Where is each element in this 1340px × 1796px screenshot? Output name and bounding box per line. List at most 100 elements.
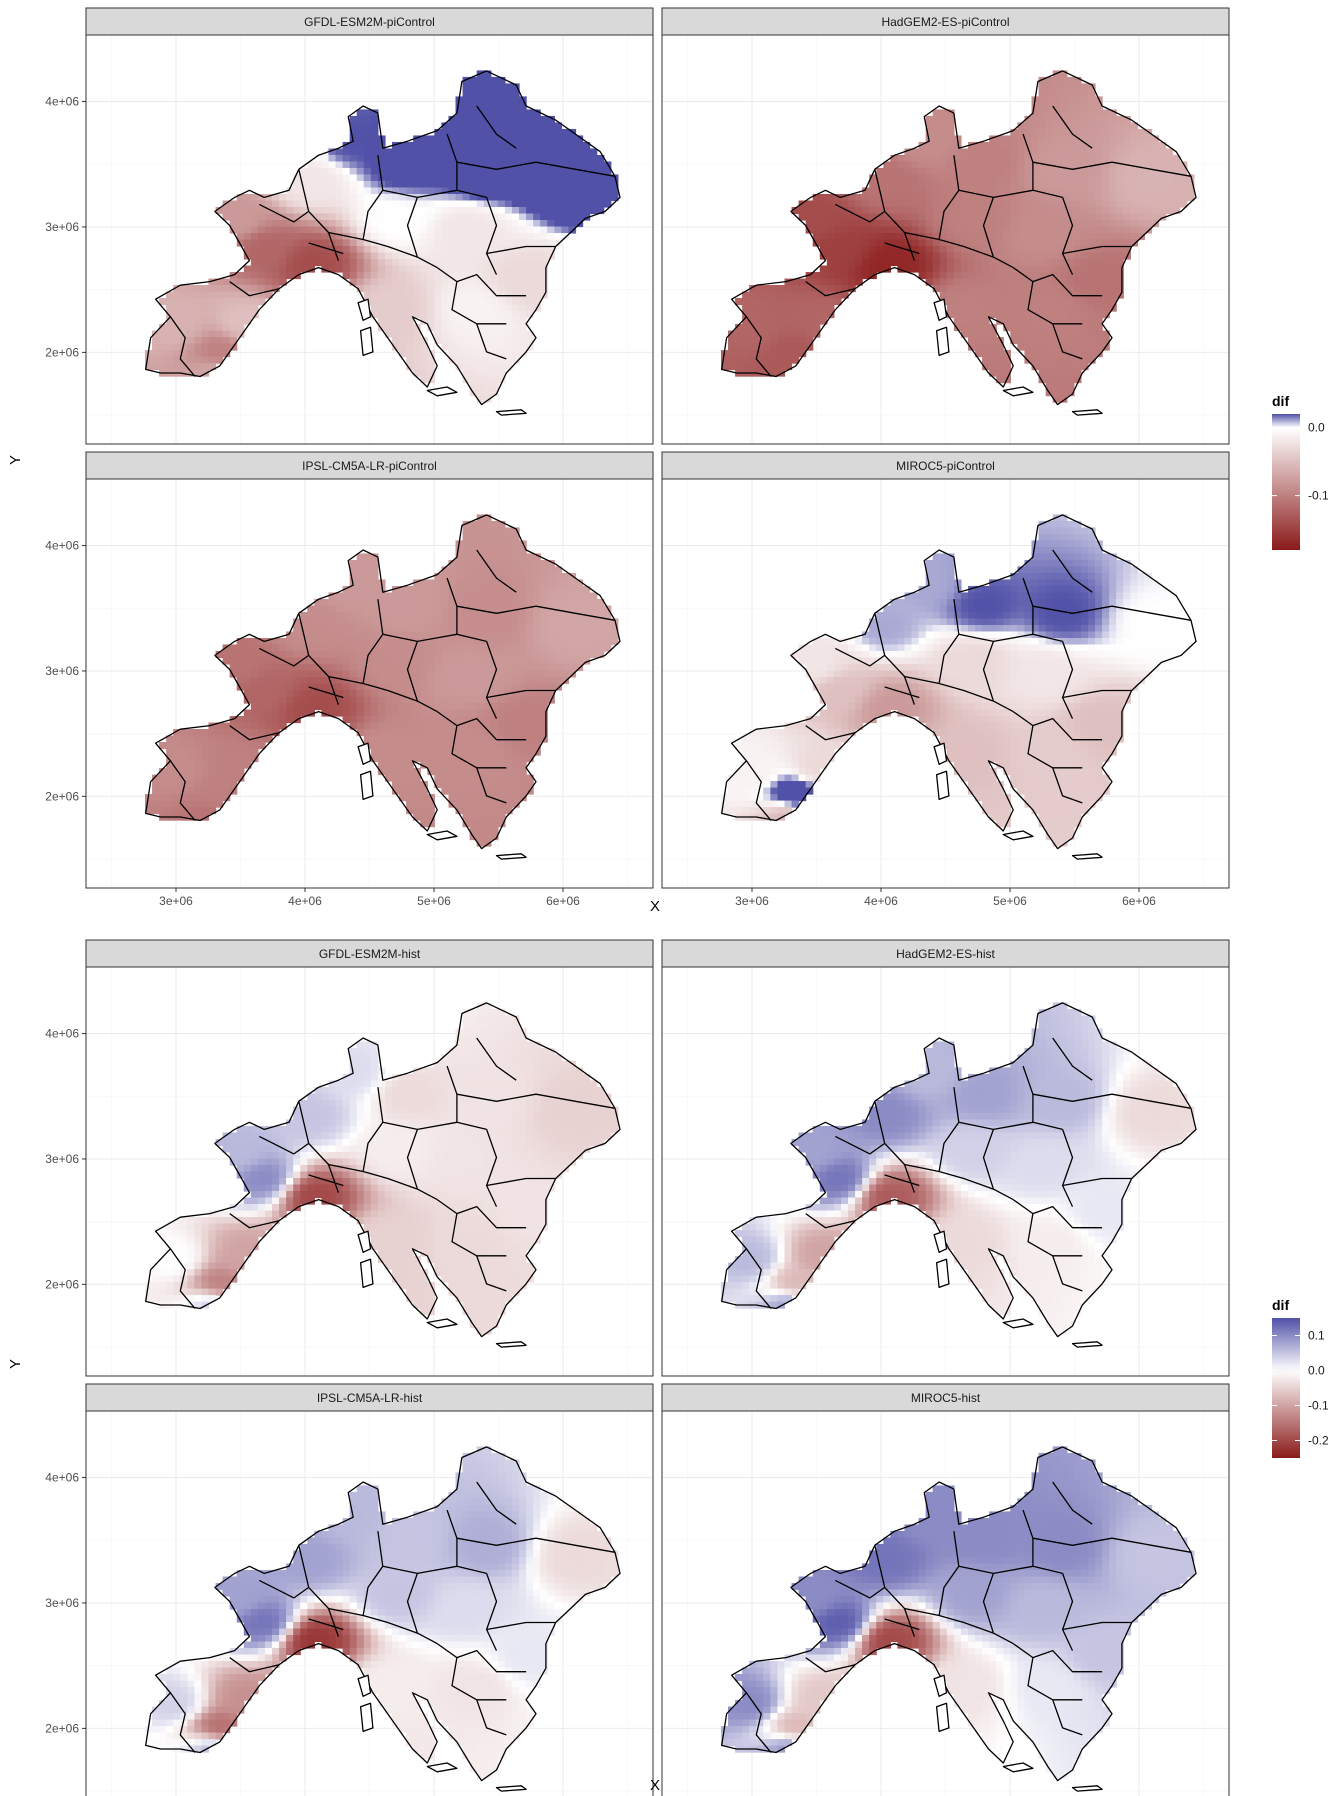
raster-cell bbox=[300, 206, 308, 215]
raster-cell bbox=[434, 670, 443, 678]
raster-cell bbox=[989, 239, 997, 247]
raster-cell bbox=[504, 585, 513, 594]
raster-cell bbox=[1186, 180, 1195, 189]
raster-cell bbox=[413, 213, 421, 221]
raster-cell bbox=[250, 644, 259, 652]
raster-cell bbox=[582, 148, 591, 156]
raster-cell bbox=[982, 246, 990, 254]
raster-cell bbox=[897, 206, 906, 215]
raster-cell bbox=[547, 246, 555, 254]
y-tick-label: 4e+06 bbox=[45, 539, 79, 553]
raster-cell bbox=[406, 748, 414, 756]
raster-cell bbox=[1038, 304, 1047, 312]
raster-cell bbox=[1003, 219, 1011, 228]
raster-cell bbox=[208, 807, 217, 815]
raster-cell bbox=[490, 553, 499, 561]
raster-cell bbox=[272, 219, 280, 228]
raster-cell bbox=[1123, 226, 1131, 234]
raster-cell bbox=[392, 748, 400, 756]
raster-cell bbox=[462, 193, 471, 202]
raster-cell bbox=[1095, 226, 1103, 234]
raster-cell bbox=[946, 246, 955, 254]
raster-cell bbox=[377, 161, 386, 169]
raster-cell bbox=[166, 291, 174, 299]
raster-cell bbox=[441, 213, 450, 221]
raster-cell bbox=[511, 540, 520, 548]
raster-cell bbox=[975, 206, 983, 215]
raster-cell bbox=[455, 690, 464, 698]
raster-cell bbox=[286, 644, 294, 652]
raster-cell bbox=[490, 298, 499, 306]
raster-cell bbox=[833, 298, 842, 306]
raster-cell bbox=[596, 624, 605, 633]
raster-cell bbox=[1087, 174, 1096, 182]
raster-cell bbox=[575, 187, 584, 195]
raster-cell bbox=[953, 233, 962, 241]
raster-cell bbox=[946, 200, 955, 208]
raster-cell bbox=[911, 265, 920, 273]
raster-cell bbox=[1017, 343, 1026, 351]
raster-cell bbox=[208, 729, 217, 737]
raster-cell bbox=[1059, 167, 1068, 176]
raster-cell bbox=[307, 206, 315, 215]
raster-cell bbox=[363, 259, 372, 267]
raster-cell bbox=[883, 180, 891, 189]
raster-cell bbox=[441, 566, 450, 574]
raster-cell bbox=[349, 677, 358, 685]
raster-cell bbox=[1095, 200, 1103, 208]
raster-cell bbox=[455, 193, 464, 202]
raster-cell bbox=[904, 219, 913, 228]
raster-cell bbox=[1024, 233, 1033, 241]
raster-cell bbox=[392, 755, 400, 763]
raster-cell bbox=[236, 291, 245, 299]
raster-cell bbox=[504, 115, 513, 124]
raster-cell bbox=[208, 343, 217, 351]
raster-cell bbox=[356, 246, 365, 254]
raster-cell bbox=[335, 703, 344, 711]
raster-cell bbox=[420, 193, 428, 202]
y-tick-label: 2e+06 bbox=[45, 345, 79, 359]
raster-cell bbox=[953, 148, 962, 156]
raster-cell bbox=[1144, 148, 1153, 156]
raster-cell bbox=[420, 369, 428, 377]
raster-cell bbox=[469, 611, 478, 620]
raster-cell bbox=[257, 644, 266, 652]
raster-cell bbox=[384, 748, 393, 756]
raster-cell bbox=[314, 187, 323, 195]
raster-cell bbox=[187, 291, 195, 299]
raster-cell bbox=[1010, 233, 1019, 241]
raster-cell bbox=[946, 304, 955, 312]
raster-cell bbox=[342, 618, 351, 626]
raster-cell bbox=[911, 193, 920, 202]
raster-cell bbox=[321, 637, 330, 646]
raster-cell bbox=[975, 324, 983, 332]
raster-cell bbox=[455, 566, 464, 574]
raster-cell bbox=[434, 239, 443, 247]
raster-cell bbox=[448, 154, 457, 163]
raster-cell bbox=[441, 585, 450, 594]
raster-cell bbox=[434, 278, 443, 286]
raster-cell bbox=[363, 239, 372, 247]
raster-cell bbox=[356, 109, 365, 117]
raster-cell bbox=[1045, 154, 1054, 163]
raster-cell bbox=[540, 174, 548, 182]
raster-cell bbox=[1052, 252, 1061, 260]
raster-cell bbox=[798, 200, 807, 208]
raster-cell bbox=[504, 572, 513, 581]
raster-cell bbox=[1010, 246, 1019, 254]
raster-cell bbox=[540, 566, 548, 574]
raster-cell bbox=[1172, 180, 1181, 189]
raster-cell bbox=[399, 343, 407, 351]
raster-cell bbox=[483, 794, 492, 802]
raster-cell bbox=[392, 605, 400, 613]
raster-cell bbox=[533, 663, 541, 672]
raster-cell bbox=[763, 369, 771, 377]
raster-cell bbox=[975, 317, 983, 325]
raster-cell bbox=[1038, 122, 1047, 130]
raster-cell bbox=[250, 670, 259, 678]
raster-cell bbox=[384, 657, 393, 665]
raster-cell bbox=[215, 317, 224, 325]
raster-cell bbox=[975, 200, 983, 208]
raster-cell bbox=[469, 206, 478, 215]
raster-cell bbox=[897, 200, 906, 208]
